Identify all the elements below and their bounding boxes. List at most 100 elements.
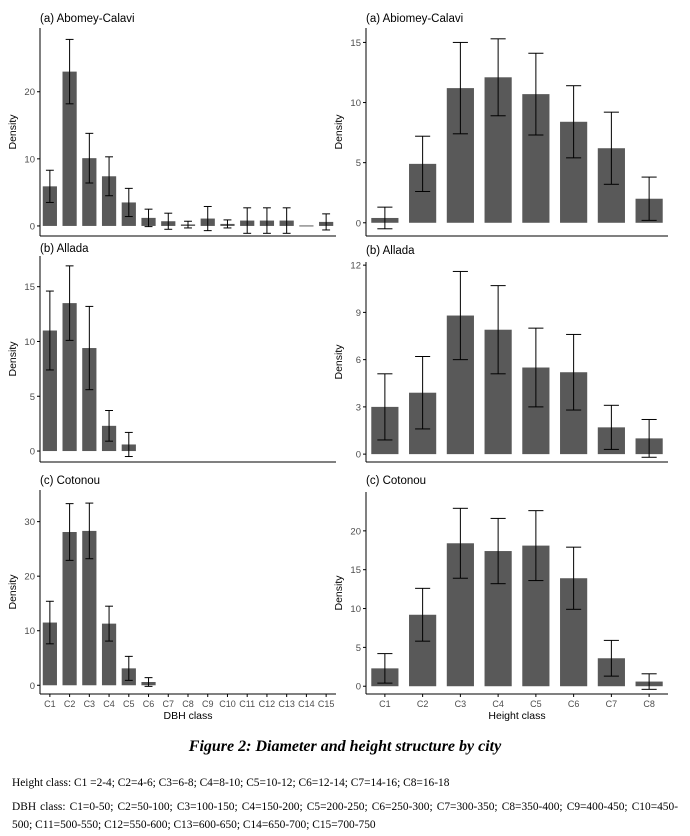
chart-title: (a) Abiomey-Calavi [366,13,463,25]
error-bar-C9 [203,205,212,232]
bar-C4 [101,623,117,686]
error-bar-C2 [415,135,431,193]
x-axis-label: DBH class [163,710,212,722]
figure-charts: (a) Abomey-Calavi Density 0 10 20 (b) Allada D… [7,13,668,722]
y-tick-label: 15 [350,38,361,49]
error-bar-C6 [144,677,153,687]
x-tick-label: C3 [84,699,96,709]
chart-title: (b) Allada [366,245,415,257]
y-tick-label: 0 [30,681,35,692]
error-bar-C5 [124,431,133,458]
error-bar-C6 [144,208,153,228]
x-tick-label: C2 [417,699,429,709]
error-bar-C5 [528,510,544,582]
error-bar-C15 [322,213,331,231]
x-tick-label: C12 [259,699,276,709]
error-bar-C2 [415,587,431,642]
error-bar-C5 [124,187,133,218]
error-bar-C3 [452,507,468,579]
x-tick-label: C10 [219,699,236,709]
y-axis-label: Density [333,575,345,611]
bar-C3 [82,348,97,452]
x-tick-label: C6 [143,699,155,709]
bar-C1 [42,330,57,452]
error-bar-C4 [490,38,506,117]
error-bar-C1 [377,373,393,441]
x-tick-label: C9 [202,699,214,709]
x-tick-label: C1 [379,699,391,709]
x-tick-label: C14 [298,699,315,709]
error-bar-C13 [282,207,291,234]
y-tick-label: 15 [350,565,361,576]
y-tick-label: 3 [356,402,361,413]
error-bar-C8 [641,418,657,458]
x-tick-label: C7 [163,699,175,709]
x-tick-label: C3 [455,699,467,709]
y-tick-label: 12 [350,261,361,272]
error-bar-C4 [105,156,114,197]
y-tick-label: 20 [350,526,361,537]
error-bar-C2 [415,355,431,430]
error-bar-C7 [164,212,173,230]
y-tick-label: 9 [356,308,361,319]
chart-title: (c) Cotonou [40,475,100,487]
error-bar-C3 [452,41,468,135]
y-tick-label: 10 [24,337,35,348]
y-axis-label: Density [7,574,19,610]
x-tick-label: C8 [182,699,194,709]
bar-C3 [82,530,97,686]
y-tick-label: 10 [24,154,35,165]
dbh-class-note: DBH class: C1=0-50; C2=50-100; C3=100-15… [12,801,678,831]
error-bar-C5 [528,327,544,408]
error-bar-C4 [105,410,114,442]
x-tick-label: C5 [530,699,542,709]
bar-C2 [62,532,77,686]
error-bar-C4 [490,285,506,375]
error-bar-C11 [243,207,252,234]
error-bar-C8 [641,176,657,221]
bar-C1 [42,622,57,686]
error-bar-C6 [566,546,582,610]
error-bar-C6 [566,85,582,159]
x-tick-label: C5 [123,699,135,709]
y-tick-label: 30 [24,517,35,528]
x-tick-label: C11 [239,699,255,709]
error-bar-C4 [490,517,506,585]
y-axis-label: Density [333,114,345,150]
y-tick-label: 0 [356,218,361,229]
x-tick-label: C15 [318,699,335,709]
error-bar-C10 [223,219,232,229]
error-bar-C1 [377,653,393,684]
error-bar-C1 [45,600,54,645]
bar-C2 [62,71,77,226]
error-bar-C7 [603,639,619,677]
y-tick-label: 20 [24,87,35,98]
x-tick-label: C4 [492,699,504,709]
x-tick-label: C6 [568,699,580,709]
y-tick-label: 5 [356,643,361,654]
x-tick-label: C7 [606,699,618,709]
error-bar-C7 [603,404,619,450]
error-bar-C6 [566,333,582,411]
error-bar-C5 [528,52,544,136]
error-bar-C2 [65,38,74,105]
height-class-note: Height class: C1 =2-4; C2=4-6; C3=6-8; C… [12,777,450,789]
x-tick-label: C2 [64,699,76,709]
x-tick-label: C13 [278,699,295,709]
y-tick-label: 6 [356,355,361,366]
chart-title: (b) Allada [40,243,89,255]
error-bar-C12 [262,207,271,234]
error-bar-C2 [65,503,74,561]
error-bar-C3 [85,305,94,391]
y-tick-label: 10 [24,626,35,637]
chart-title: (c) Cotonou [366,475,426,487]
x-axis-label: Height class [488,710,545,722]
bar-C1 [42,186,57,226]
y-tick-label: 0 [356,682,361,693]
error-bar-C4 [105,605,114,642]
y-tick-label: 5 [356,158,361,169]
error-bar-C7 [603,111,619,185]
error-bar-C3 [452,270,468,361]
error-bar-C3 [85,132,94,184]
y-tick-label: 0 [30,447,35,458]
